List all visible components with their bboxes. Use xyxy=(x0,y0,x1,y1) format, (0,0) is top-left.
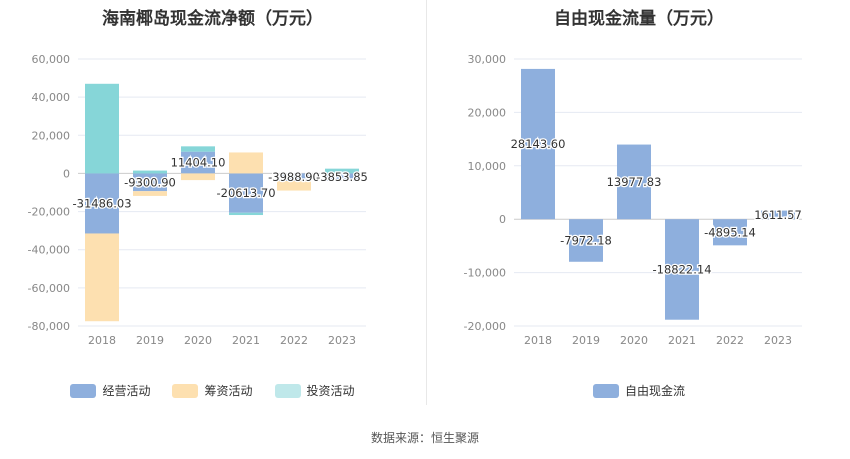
x-tick-label: 2022 xyxy=(280,334,308,347)
bar[interactable] xyxy=(85,173,119,234)
x-tick-label: 2018 xyxy=(88,334,116,347)
y-tick-label: 20,000 xyxy=(32,129,71,142)
x-tick-label: 2021 xyxy=(232,334,260,347)
legend-swatch xyxy=(70,383,97,398)
y-tick-label: 30,000 xyxy=(468,53,507,66)
data-label: 1611.57 xyxy=(754,208,802,222)
y-tick-label: 10,000 xyxy=(468,160,507,173)
bar[interactable] xyxy=(229,212,263,216)
bar[interactable] xyxy=(665,219,699,320)
bar[interactable] xyxy=(325,168,359,174)
x-tick-label: 2020 xyxy=(620,334,648,347)
x-tick-label: 2023 xyxy=(764,334,792,347)
data-label: -3988.90 xyxy=(268,170,320,184)
legend-item-investing[interactable]: 投资活动 xyxy=(274,382,355,399)
net-cash-flow-plot: 60,000 40,000 20,000 0 -20,000 -40,000 -60,000… xyxy=(28,53,370,347)
data-label: -4895.14 xyxy=(704,225,756,239)
data-source-note: 数据来源：恒生聚源 xyxy=(370,431,479,445)
bar[interactable] xyxy=(181,146,215,152)
legend-label: 经营活动 xyxy=(102,384,151,398)
bar[interactable] xyxy=(133,170,167,174)
x-tick-label: 2021 xyxy=(668,334,696,347)
bar[interactable] xyxy=(277,181,311,191)
legend-swatch xyxy=(274,383,301,398)
bar[interactable] xyxy=(85,83,119,174)
data-label: 13977.83 xyxy=(607,175,662,189)
bar[interactable] xyxy=(713,219,747,246)
bar[interactable] xyxy=(181,151,215,174)
legend-swatch xyxy=(592,383,619,398)
y-tick-label: -60,000 xyxy=(28,282,70,295)
legend-item-financing[interactable]: 筹资活动 xyxy=(172,382,253,399)
bar[interactable] xyxy=(521,68,555,220)
legend-item-fcf[interactable]: 自由现金流 xyxy=(592,382,685,399)
bar[interactable] xyxy=(133,191,167,196)
free-cash-flow-plot: 30,000 20,000 10,000 0 -10,000 -20,000 2018 201… xyxy=(464,53,804,347)
bar[interactable] xyxy=(761,210,795,220)
chart-title: 自由现金流量（万元） xyxy=(554,9,724,29)
bar[interactable] xyxy=(133,173,167,192)
y-tick-label: -80,000 xyxy=(28,320,70,333)
x-tick-label: 2019 xyxy=(136,334,164,347)
x-tick-label: 2019 xyxy=(572,334,600,347)
data-label: -18822.14 xyxy=(652,262,711,276)
bar[interactable] xyxy=(617,144,651,220)
bar[interactable] xyxy=(85,233,119,322)
free-cash-flow-chart: 自由现金流量（万元） 30,000 20,000 10,000 0 -10,000 -20… xyxy=(428,0,850,410)
data-label: -7972.18 xyxy=(560,233,612,247)
x-tick-label: 2020 xyxy=(184,334,212,347)
panel-divider xyxy=(426,0,427,405)
chart-legend: 自由现金流 xyxy=(428,382,850,399)
bar[interactable] xyxy=(229,152,263,174)
legend-label: 自由现金流 xyxy=(624,384,685,398)
y-tick-label: -40,000 xyxy=(28,244,70,257)
y-tick-label: 0 xyxy=(63,167,70,180)
data-label: -3853.85 xyxy=(316,170,368,184)
data-label: 28143.60 xyxy=(511,137,566,151)
legend-label: 投资活动 xyxy=(306,384,355,398)
legend-label: 筹资活动 xyxy=(204,384,253,398)
data-label: -20613.70 xyxy=(216,186,275,200)
legend-item-operating[interactable]: 经营活动 xyxy=(70,382,150,399)
net-cash-flow-chart: 海南椰岛现金流净额（万元） 60,000 40,000 20,000 0 -20,000… xyxy=(0,0,425,410)
data-label: 11404.10 xyxy=(171,156,226,170)
x-tick-label: 2022 xyxy=(716,334,744,347)
y-tick-label: 0 xyxy=(499,213,506,226)
data-label: -31486.03 xyxy=(72,196,131,210)
bar[interactable] xyxy=(229,173,263,213)
data-label: -9300.90 xyxy=(124,175,176,189)
y-tick-label: 60,000 xyxy=(32,53,71,66)
y-tick-label: 20,000 xyxy=(468,106,507,119)
chart-legend: 经营活动 筹资活动 投资活动 xyxy=(0,382,425,399)
y-tick-label: -20,000 xyxy=(464,320,506,333)
y-tick-label: -20,000 xyxy=(28,206,70,219)
legend-swatch xyxy=(172,383,199,398)
bar[interactable] xyxy=(325,173,359,181)
y-tick-label: -10,000 xyxy=(464,267,506,280)
chart-title: 海南椰岛现金流净额（万元） xyxy=(102,9,323,29)
y-tick-label: 40,000 xyxy=(32,91,71,104)
x-tick-label: 2018 xyxy=(524,334,552,347)
bar[interactable] xyxy=(569,219,603,262)
bar[interactable] xyxy=(181,173,215,181)
bar[interactable] xyxy=(277,173,311,182)
x-tick-label: 2023 xyxy=(328,334,356,347)
